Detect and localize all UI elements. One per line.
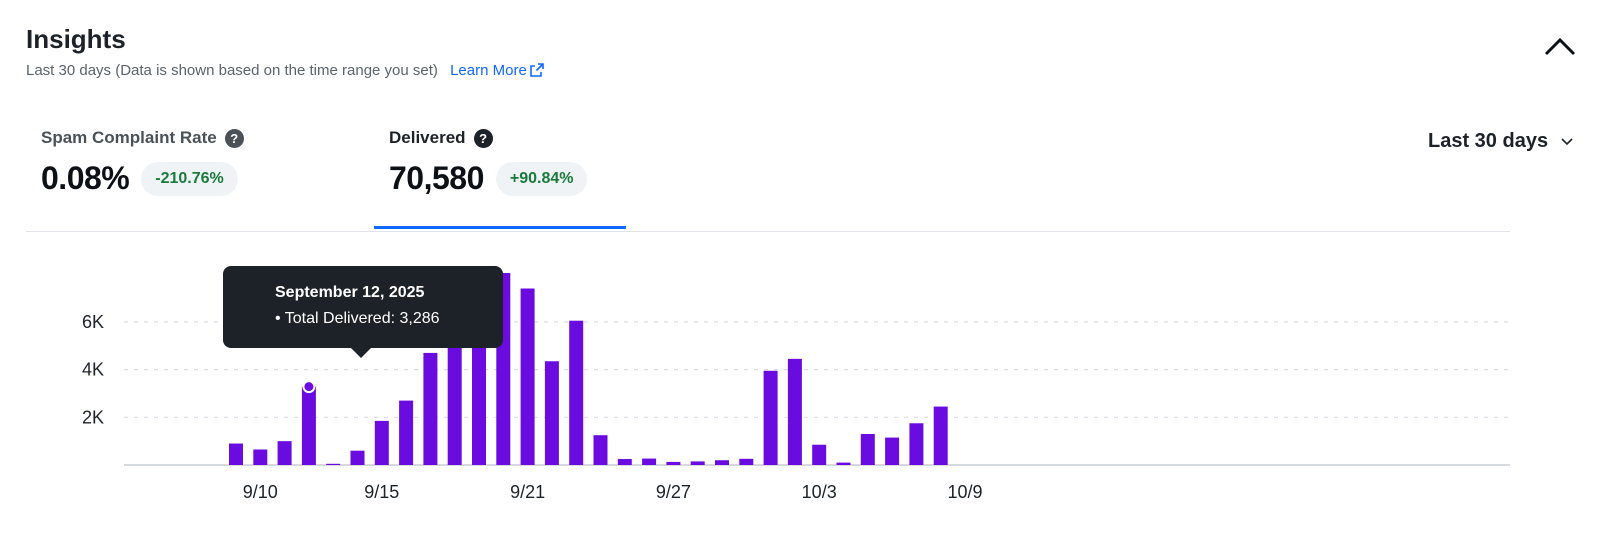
metric-value-row: 0.08% -210.76% xyxy=(41,160,244,197)
tooltip-date: September 12, 2025 xyxy=(275,284,425,301)
metric-value: 0.08% xyxy=(41,160,130,196)
date-range-dropdown[interactable]: Last 30 days xyxy=(1428,130,1574,153)
y-tick-label: 4K xyxy=(82,360,104,380)
chart-bar xyxy=(301,386,316,465)
chart-bar xyxy=(229,443,243,465)
chevron-up-icon xyxy=(1544,37,1576,56)
delivered-bar-chart: 2K 4K 6K 9/10 9/15 9/21 9/27 10/3 10/9 xyxy=(82,273,1510,502)
chart-bar xyxy=(739,458,754,465)
chart-bar xyxy=(715,460,729,465)
chart-bar xyxy=(860,433,875,465)
page-title: Insights xyxy=(26,24,126,54)
metric-change-badge: +90.84% xyxy=(495,161,588,196)
x-tick-label: 9/15 xyxy=(364,482,399,502)
x-tick-label: 10/3 xyxy=(802,482,837,502)
metric-delivered[interactable]: Delivered ? 70,580 +90.84% xyxy=(389,128,588,197)
chart-bar xyxy=(472,320,486,465)
metric-label-text: Spam Complaint Rate xyxy=(41,128,217,147)
help-icon[interactable]: ? xyxy=(473,128,493,148)
chart-bar xyxy=(909,423,924,465)
chart-bar xyxy=(350,450,365,465)
chart-bar xyxy=(933,406,948,465)
highlight-point xyxy=(302,380,316,394)
chart-bar xyxy=(593,435,608,465)
chart-bar xyxy=(253,449,268,465)
chart-bar xyxy=(666,461,681,465)
collapse-button[interactable] xyxy=(1540,30,1580,60)
metric-spam-complaint-rate[interactable]: Spam Complaint Rate ? 0.08% -210.76% xyxy=(41,128,244,197)
help-icon[interactable]: ? xyxy=(224,128,244,148)
metric-label: Delivered ? xyxy=(389,128,587,148)
metric-value-row: 70,580 +90.84% xyxy=(389,160,588,197)
metric-label-text: Delivered xyxy=(389,128,466,147)
learn-more-link[interactable]: Learn More xyxy=(450,62,544,79)
chart-bar xyxy=(836,462,851,465)
chart-bar xyxy=(617,459,632,465)
chart-bar xyxy=(544,361,559,465)
x-tick-label: 9/21 xyxy=(510,482,545,502)
chart-bar xyxy=(277,441,292,465)
learn-more-label: Learn More xyxy=(450,62,527,79)
y-tick-label: 2K xyxy=(82,407,104,427)
x-tick-label: 10/9 xyxy=(947,482,982,502)
y-tick-label: 6K xyxy=(82,312,104,332)
x-tick-label: 9/27 xyxy=(656,482,691,502)
x-tick-label: 9/10 xyxy=(243,482,278,502)
metric-change-badge: -210.76% xyxy=(141,161,238,196)
page-subtitle: Last 30 days (Data is shown based on the… xyxy=(26,62,544,79)
chart-bar xyxy=(885,437,900,465)
chart-bar xyxy=(812,444,827,465)
chart-bar xyxy=(763,370,778,465)
tooltip-value: 3,286 xyxy=(399,310,440,327)
divider xyxy=(26,231,1510,232)
metric-label: Spam Complaint Rate ? xyxy=(41,128,244,148)
chart-bar xyxy=(374,420,389,465)
subtitle-text: Last 30 days (Data is shown based on the… xyxy=(26,62,438,79)
active-tab-indicator xyxy=(374,226,626,229)
chart-bar xyxy=(447,326,462,465)
chart-bar xyxy=(690,461,705,465)
tooltip-row: • Total Delivered: 3,286 xyxy=(275,310,440,327)
chevron-down-icon xyxy=(1561,137,1573,145)
chart-bar xyxy=(569,320,584,465)
external-link-icon xyxy=(529,63,544,77)
chart-bar xyxy=(642,458,657,465)
tooltip-series: Total Delivered xyxy=(284,310,391,327)
date-range-label: Last 30 days xyxy=(1428,130,1549,152)
chart-bar xyxy=(787,358,802,465)
metric-value: 70,580 xyxy=(389,160,484,196)
chart-bar xyxy=(326,463,341,465)
chart-bar xyxy=(520,288,535,465)
chart-tooltip: September 12, 2025 • Total Delivered: 3,… xyxy=(223,266,503,358)
chart-bar xyxy=(399,400,414,465)
chart-bar xyxy=(423,352,438,465)
